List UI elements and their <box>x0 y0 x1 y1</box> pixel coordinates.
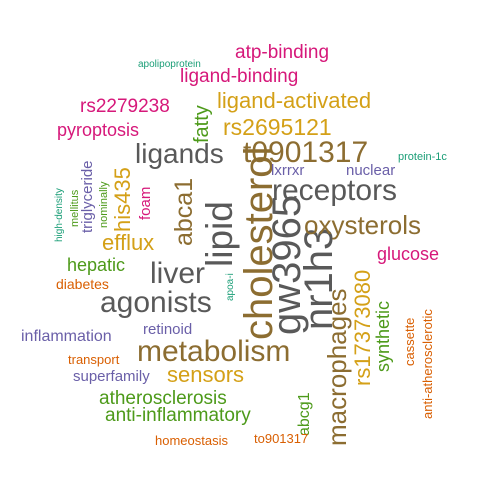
word-cassette: cassette <box>402 317 417 366</box>
word-high-density: high-density <box>54 188 65 242</box>
word-metabolism: metabolism <box>137 335 291 368</box>
word-apoa-i: apoa-i <box>225 273 236 301</box>
word-agonists: agonists <box>100 286 212 319</box>
word-retinoid: retinoid <box>143 321 193 338</box>
word-receptors: receptors <box>272 174 398 207</box>
word-lipid: lipid <box>199 201 240 267</box>
word-glucose: glucose <box>377 244 440 264</box>
word-lxrrxr: lxrrxr <box>271 162 305 179</box>
word-rs2695121: rs2695121 <box>223 114 332 140</box>
word-abca1: abca1 <box>170 177 198 246</box>
word-hepatic: hepatic <box>67 255 126 275</box>
word-triglyceride: triglyceride <box>79 160 96 233</box>
word-his435: his435 <box>110 167 135 232</box>
word-abcg1: abcg1 <box>296 392 313 436</box>
word-macrophages: macrophages <box>322 288 352 446</box>
word-homeostasis: homeostasis <box>155 433 228 448</box>
word-protein-1c: protein-1c <box>398 151 447 163</box>
word-diabetes: diabetes <box>56 276 109 292</box>
word-foam: foam <box>137 186 154 220</box>
word-anti-atherosclerotic: anti-atherosclerotic <box>420 309 435 419</box>
word-synthetic: synthetic <box>373 300 393 372</box>
word-nominally: nominally <box>98 181 110 228</box>
word-ligand-binding: ligand-binding <box>180 66 299 87</box>
word-atp-binding: atp-binding <box>235 42 330 63</box>
word-atherosclerosis: atherosclerosis <box>99 388 227 409</box>
word-oxysterols: oxysterols <box>304 210 422 240</box>
word-fatty: fatty <box>191 105 213 143</box>
word-rs2279238: rs2279238 <box>80 96 170 117</box>
word-ligand-activated: ligand-activated <box>217 88 372 113</box>
word-pyroptosis: pyroptosis <box>57 120 140 140</box>
word-inflammation: inflammation <box>21 328 112 345</box>
word-transport: transport <box>68 352 120 367</box>
word-apolipoprotein: apolipoprotein <box>138 59 201 70</box>
word-t0901317: t0901317 <box>243 136 369 169</box>
word-anti-inflammatory: anti-inflammatory <box>105 405 251 426</box>
word-mellitus: mellitus <box>69 189 81 227</box>
word-to901317: to901317 <box>254 431 309 446</box>
word-superfamily: superfamily <box>73 368 150 385</box>
word-ligands: ligands <box>135 138 224 169</box>
word-nuclear: nuclear <box>346 162 396 179</box>
word-rs17373080: rs17373080 <box>350 269 375 386</box>
word-sensors: sensors <box>167 362 245 387</box>
word-liver: liver <box>150 257 206 290</box>
word-efflux: efflux <box>102 230 155 255</box>
